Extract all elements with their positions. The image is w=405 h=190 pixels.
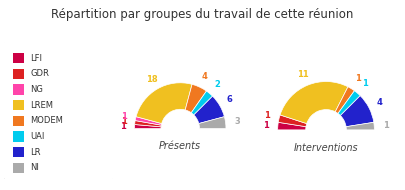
Text: 1: 1: [355, 74, 360, 83]
Bar: [13, 116, 24, 126]
Text: 1: 1: [383, 121, 389, 130]
Wedge shape: [199, 117, 226, 128]
Wedge shape: [191, 91, 213, 115]
Wedge shape: [346, 122, 374, 130]
Text: 1: 1: [121, 116, 126, 126]
Wedge shape: [278, 122, 306, 130]
Text: NI: NI: [30, 163, 39, 172]
Text: MODEM: MODEM: [30, 116, 63, 125]
Bar: [13, 147, 24, 157]
Wedge shape: [335, 87, 354, 113]
FancyBboxPatch shape: [3, 40, 115, 180]
Wedge shape: [338, 91, 360, 116]
Text: 1: 1: [264, 111, 270, 120]
Bar: [13, 100, 24, 110]
Text: LREM: LREM: [30, 101, 53, 110]
Text: 4: 4: [377, 98, 383, 107]
Bar: [13, 69, 24, 79]
Wedge shape: [136, 83, 192, 124]
Bar: [13, 53, 24, 63]
Text: 1: 1: [362, 79, 368, 88]
Text: 1: 1: [120, 122, 126, 131]
Text: 3: 3: [234, 116, 240, 126]
Wedge shape: [280, 82, 348, 124]
Wedge shape: [135, 121, 161, 127]
Wedge shape: [340, 96, 374, 127]
Wedge shape: [194, 96, 224, 124]
Wedge shape: [135, 117, 162, 125]
Text: Présents: Présents: [159, 141, 201, 151]
Text: 4: 4: [201, 72, 207, 81]
Text: Répartition par groupes du travail de cette réunion: Répartition par groupes du travail de ce…: [51, 8, 354, 21]
Text: 18: 18: [146, 74, 158, 84]
Wedge shape: [185, 84, 207, 113]
Text: LR: LR: [30, 147, 41, 157]
Text: 2: 2: [214, 80, 220, 89]
Text: 11: 11: [297, 70, 309, 78]
Text: 1: 1: [122, 112, 127, 121]
Text: UAI: UAI: [30, 132, 45, 141]
Wedge shape: [134, 124, 161, 128]
Text: NG: NG: [30, 85, 43, 94]
Text: 1: 1: [263, 121, 269, 130]
Bar: [13, 131, 24, 142]
Text: LFI: LFI: [30, 54, 42, 63]
Bar: [13, 163, 24, 173]
Text: Interventions: Interventions: [294, 143, 358, 153]
Text: 6: 6: [227, 95, 232, 104]
Bar: [13, 84, 24, 95]
Text: GDR: GDR: [30, 69, 49, 78]
Wedge shape: [278, 115, 307, 127]
